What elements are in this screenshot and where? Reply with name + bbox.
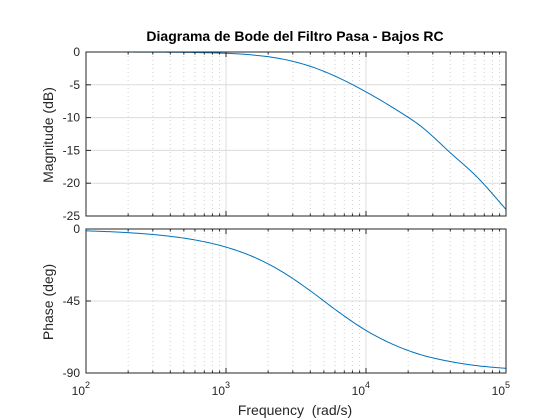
x-tick-label: 10 2 [72,380,90,398]
magnitude-plot-area [86,52,506,216]
y-tick-label: -5 [69,78,80,92]
phase-y-axis-label: Phase (deg) [40,264,56,340]
x-tick-label-base: 10 [352,384,366,398]
phase-series [85,230,507,369]
y-tick-label: 0 [73,45,80,59]
x-tick-label-exponent: 4 [365,380,370,390]
magnitude-ticks: 0 -5 -10 -15 -20 -25 [63,45,507,223]
x-tick-label-exponent: 2 [85,380,90,390]
x-tick-label-exponent: 5 [505,380,510,390]
y-tick-label: 0 [73,222,80,236]
x-tick-label-base: 10 [72,384,86,398]
y-tick-label: -45 [63,294,81,308]
y-tick-label: -90 [63,366,81,380]
magnitude-axes: 0 -5 -10 -15 -20 -25 [63,45,507,223]
x-tick-label-base: 10 [212,384,226,398]
magnitude-y-axis-label: Magnitude (dB) [40,87,56,183]
chart-title: Diagrama de Bode del Filtro Pasa - Bajos… [146,28,443,44]
phase-line [85,230,507,369]
y-tick-label: -20 [63,176,81,190]
x-tick-label-exponent: 3 [225,380,230,390]
x-tick-label: 10 3 [212,380,230,398]
x-tick-label: 10 4 [352,380,370,398]
x-tick-label: 10 5 [492,380,510,398]
y-tick-label: -15 [63,143,81,157]
phase-grid [86,229,506,373]
x-axis-label: Frequency (rad/s) [238,402,352,418]
y-tick-label: -25 [63,209,81,223]
x-tick-label-base: 10 [492,384,506,398]
magnitude-axes-box [85,51,507,217]
magnitude-grid [86,52,506,216]
y-tick-label: -10 [63,111,81,125]
